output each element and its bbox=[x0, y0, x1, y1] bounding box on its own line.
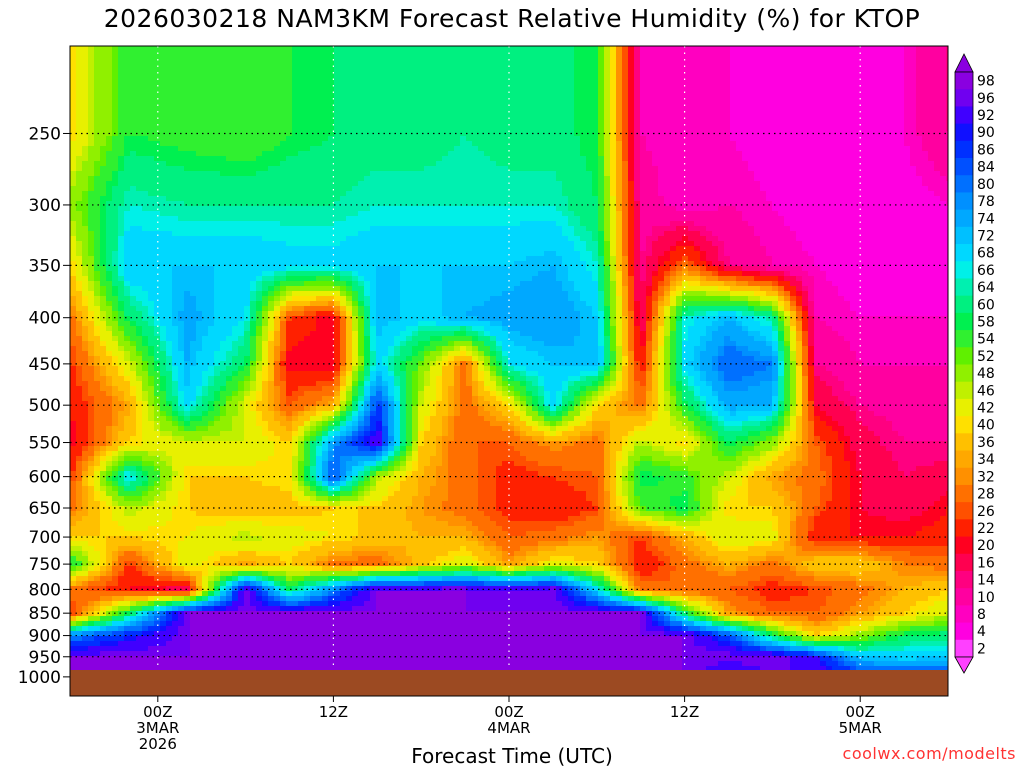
y-tick-label: 950 bbox=[29, 648, 61, 668]
colorbar-label: 8 bbox=[977, 607, 986, 623]
colorbar-label: 28 bbox=[977, 487, 995, 503]
y-tick-label: 400 bbox=[29, 309, 61, 329]
colorbar-swatch bbox=[955, 588, 973, 606]
colorbar: 9896929086848078747268666460585452484642… bbox=[955, 54, 995, 673]
y-tick-label: 450 bbox=[29, 355, 61, 375]
colorbar-label: 20 bbox=[977, 538, 995, 554]
colorbar-swatch bbox=[955, 347, 973, 365]
colorbar-label: 72 bbox=[977, 228, 995, 244]
colorbar-label: 78 bbox=[977, 194, 995, 210]
colorbar-swatch bbox=[955, 89, 973, 107]
y-tick-label: 850 bbox=[29, 604, 61, 624]
colorbar-label: 98 bbox=[977, 74, 995, 90]
y-tick-label: 250 bbox=[29, 124, 61, 144]
colorbar-swatch bbox=[955, 382, 973, 400]
colorbar-swatch bbox=[955, 330, 973, 348]
colorbar-label: 16 bbox=[977, 555, 995, 571]
colorbar-swatch bbox=[955, 554, 973, 572]
x-tick-label: 5MAR bbox=[839, 719, 882, 737]
colorbar-label: 4 bbox=[977, 624, 986, 640]
y-tick-label: 750 bbox=[29, 555, 61, 575]
colorbar-swatch bbox=[955, 537, 973, 555]
colorbar-label: 22 bbox=[977, 521, 995, 537]
colorbar-swatch bbox=[955, 468, 973, 486]
colorbar-bottom-arrow bbox=[955, 657, 973, 673]
x-tick-label: 12Z bbox=[670, 703, 699, 721]
colorbar-label: 52 bbox=[977, 349, 995, 365]
y-tick-label: 600 bbox=[29, 468, 61, 488]
colorbar-label: 48 bbox=[977, 366, 995, 382]
colorbar-label: 86 bbox=[977, 142, 995, 158]
colorbar-label: 26 bbox=[977, 504, 995, 520]
colorbar-swatch bbox=[955, 365, 973, 383]
x-tick-label: 12Z bbox=[319, 703, 348, 721]
colorbar-label: 54 bbox=[977, 332, 995, 348]
colorbar-label: 84 bbox=[977, 160, 995, 176]
colorbar-swatch bbox=[955, 605, 973, 623]
rh-field bbox=[70, 46, 953, 697]
y-tick-label: 500 bbox=[29, 396, 61, 416]
colorbar-swatch bbox=[955, 399, 973, 417]
colorbar-label: 46 bbox=[977, 383, 995, 399]
ground-below-surface bbox=[70, 670, 948, 696]
colorbar-label: 2 bbox=[977, 641, 986, 657]
colorbar-swatch bbox=[955, 485, 973, 503]
y-tick-label: 800 bbox=[29, 580, 61, 600]
colorbar-label: 66 bbox=[977, 263, 995, 279]
colorbar-swatch bbox=[955, 296, 973, 314]
colorbar-label: 90 bbox=[977, 125, 995, 141]
colorbar-label: 92 bbox=[977, 108, 995, 124]
y-tick-label: 350 bbox=[29, 256, 61, 276]
y-tick-label: 700 bbox=[29, 528, 61, 548]
colorbar-swatch bbox=[955, 451, 973, 469]
colorbar-swatch bbox=[955, 278, 973, 296]
y-tick-label: 300 bbox=[29, 196, 61, 216]
colorbar-label: 32 bbox=[977, 469, 995, 485]
colorbar-swatch bbox=[955, 571, 973, 589]
colorbar-swatch bbox=[955, 502, 973, 520]
colorbar-top-arrow bbox=[955, 54, 973, 72]
colorbar-swatch bbox=[955, 227, 973, 245]
colorbar-label: 58 bbox=[977, 314, 995, 330]
colorbar-swatch bbox=[955, 244, 973, 262]
x-tick-label: 4MAR bbox=[487, 719, 530, 737]
colorbar-label: 60 bbox=[977, 297, 995, 313]
colorbar-label: 80 bbox=[977, 177, 995, 193]
colorbar-swatch bbox=[955, 72, 973, 90]
colorbar-swatch bbox=[955, 192, 973, 210]
colorbar-swatch bbox=[955, 158, 973, 176]
colorbar-swatch bbox=[955, 106, 973, 124]
pressure-axis: 250 300 350 400 450 500 550 600 650 700 750 800 850 9… bbox=[18, 124, 70, 687]
colorbar-swatch bbox=[955, 261, 973, 279]
credit-text: coolwx.com/modelts bbox=[843, 744, 1016, 763]
y-tick-label: 550 bbox=[29, 434, 61, 454]
y-tick-label: 1000 bbox=[18, 668, 61, 688]
colorbar-label: 74 bbox=[977, 211, 995, 227]
colorbar-swatch bbox=[955, 313, 973, 331]
colorbar-label: 42 bbox=[977, 401, 995, 417]
colorbar-swatch bbox=[955, 175, 973, 193]
colorbar-label: 36 bbox=[977, 435, 995, 451]
colorbar-label: 10 bbox=[977, 590, 995, 606]
colorbar-swatch bbox=[955, 416, 973, 434]
colorbar-swatch bbox=[955, 433, 973, 451]
colorbar-label: 14 bbox=[977, 573, 995, 589]
y-tick-label: 900 bbox=[29, 627, 61, 647]
colorbar-swatch bbox=[955, 519, 973, 537]
colorbar-swatch bbox=[955, 124, 973, 142]
colorbar-swatch bbox=[955, 141, 973, 159]
colorbar-label: 64 bbox=[977, 280, 995, 296]
y-tick-label: 650 bbox=[29, 499, 61, 519]
colorbar-label: 40 bbox=[977, 418, 995, 434]
colorbar-swatch bbox=[955, 640, 973, 658]
colorbar-label: 96 bbox=[977, 91, 995, 107]
colorbar-label: 34 bbox=[977, 452, 995, 468]
colorbar-swatch bbox=[955, 210, 973, 228]
colorbar-swatch bbox=[955, 623, 973, 641]
colorbar-label: 68 bbox=[977, 246, 995, 262]
